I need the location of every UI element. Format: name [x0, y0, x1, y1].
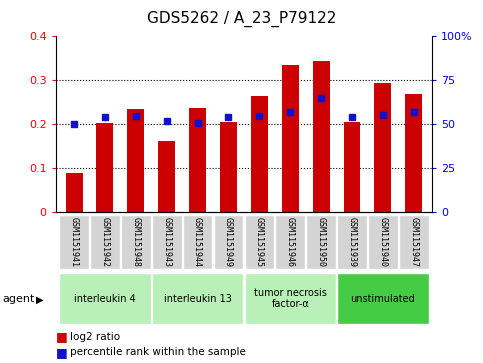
- Text: GDS5262 / A_23_P79122: GDS5262 / A_23_P79122: [147, 11, 336, 27]
- Text: percentile rank within the sample: percentile rank within the sample: [70, 347, 246, 357]
- Text: GSM1151941: GSM1151941: [70, 217, 79, 267]
- Bar: [97, 123, 114, 212]
- Text: tumor necrosis
factor-α: tumor necrosis factor-α: [254, 288, 327, 309]
- FancyBboxPatch shape: [306, 215, 336, 269]
- Text: GSM1151948: GSM1151948: [131, 217, 141, 267]
- Bar: [189, 108, 206, 212]
- Bar: [343, 122, 360, 212]
- Text: ■: ■: [56, 346, 67, 359]
- FancyBboxPatch shape: [152, 273, 243, 324]
- FancyBboxPatch shape: [152, 215, 182, 269]
- FancyBboxPatch shape: [337, 215, 367, 269]
- Text: GSM1151939: GSM1151939: [347, 217, 356, 267]
- Text: ▶: ▶: [36, 294, 44, 305]
- Text: GSM1151943: GSM1151943: [162, 217, 171, 267]
- Text: ■: ■: [56, 330, 67, 343]
- FancyBboxPatch shape: [59, 215, 89, 269]
- Text: unstimulated: unstimulated: [351, 294, 415, 303]
- Text: GSM1151946: GSM1151946: [286, 217, 295, 267]
- Text: agent: agent: [2, 294, 35, 305]
- Text: GSM1151942: GSM1151942: [100, 217, 110, 267]
- Text: GSM1151947: GSM1151947: [409, 217, 418, 267]
- FancyBboxPatch shape: [90, 215, 120, 269]
- Bar: [128, 109, 144, 212]
- FancyBboxPatch shape: [183, 215, 213, 269]
- FancyBboxPatch shape: [59, 273, 151, 324]
- FancyBboxPatch shape: [213, 215, 243, 269]
- FancyBboxPatch shape: [399, 215, 428, 269]
- FancyBboxPatch shape: [368, 215, 398, 269]
- Text: log2 ratio: log2 ratio: [70, 332, 120, 342]
- Bar: [158, 141, 175, 212]
- Text: GSM1151940: GSM1151940: [378, 217, 387, 267]
- FancyBboxPatch shape: [244, 215, 274, 269]
- FancyBboxPatch shape: [337, 273, 428, 324]
- Text: GSM1151944: GSM1151944: [193, 217, 202, 267]
- Bar: [282, 65, 298, 212]
- Text: GSM1151950: GSM1151950: [317, 217, 326, 267]
- FancyBboxPatch shape: [121, 215, 151, 269]
- Text: interleukin 4: interleukin 4: [74, 294, 136, 303]
- FancyBboxPatch shape: [275, 215, 305, 269]
- Text: interleukin 13: interleukin 13: [164, 294, 231, 303]
- Text: GSM1151949: GSM1151949: [224, 217, 233, 267]
- Bar: [220, 122, 237, 212]
- FancyBboxPatch shape: [244, 273, 336, 324]
- Bar: [405, 94, 422, 212]
- Bar: [313, 61, 329, 212]
- Text: GSM1151945: GSM1151945: [255, 217, 264, 267]
- Bar: [374, 82, 391, 212]
- Bar: [66, 173, 83, 212]
- Bar: [251, 96, 268, 212]
